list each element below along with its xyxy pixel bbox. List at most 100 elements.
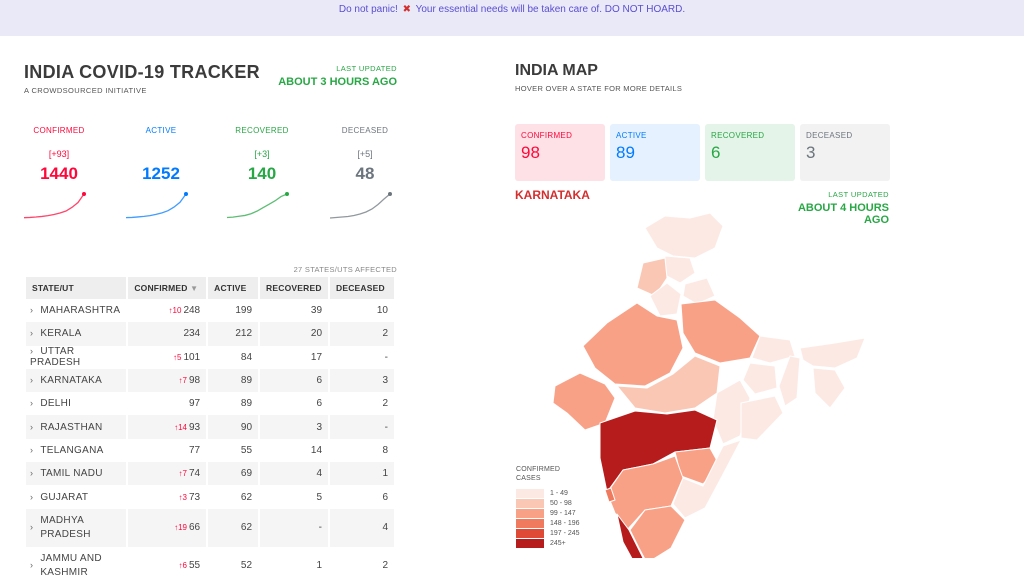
state-cell[interactable]: › TELANGANA — [30, 444, 104, 456]
table-row[interactable]: › TELANGANA 77 55 14 8 — [26, 439, 394, 462]
sparkline-endpoint — [285, 192, 289, 196]
table-row[interactable]: › RAJASTHAN ↑14 93 90 3- — [26, 415, 394, 439]
header-confirmed[interactable]: CONFIRMED ▼ — [128, 277, 207, 299]
table-row[interactable]: › KERALA 234 212 20 2 — [26, 322, 394, 346]
map-legend: CONFIRMED CASES 1 - 49 50 - 98 99 - 147 148… — [516, 465, 580, 548]
state-cell[interactable]: › KARNATAKA — [26, 368, 127, 393]
header-recovered[interactable]: RECOVERED — [260, 277, 329, 299]
state-rajasthan[interactable] — [582, 302, 684, 387]
chevron-right-icon[interactable]: › — [30, 522, 34, 533]
india-map[interactable] — [545, 208, 865, 558]
increase-delta: ↑5 — [172, 352, 182, 362]
state-jharkhand[interactable] — [742, 362, 778, 395]
state-madhya-pradesh[interactable] — [616, 355, 721, 414]
state-himachal[interactable] — [662, 255, 696, 284]
state-tamil-nadu[interactable] — [629, 505, 686, 558]
state-cell[interactable]: › DELHI — [30, 398, 72, 410]
sparkline-path — [24, 193, 85, 219]
state-cell[interactable]: › MAHARASHTRA — [30, 305, 121, 317]
active-cell: 212 — [208, 322, 259, 346]
chevron-right-icon[interactable]: › — [30, 346, 34, 357]
chevron-right-icon[interactable]: › — [30, 491, 34, 502]
map-box-label: RECOVERED — [711, 131, 765, 140]
page-title: INDIA COVID-19 TRACKER — [24, 62, 260, 82]
state-uttarakhand[interactable] — [682, 277, 716, 305]
chevron-right-icon[interactable]: › — [30, 398, 34, 409]
state-west-bengal[interactable] — [778, 355, 801, 407]
deceased-cell: 2 — [382, 398, 388, 410]
table-row[interactable]: › GUJARAT ↑3 73 62 5 6 — [26, 485, 394, 508]
legend-swatch — [516, 498, 544, 508]
map-title: INDIA MAP — [515, 62, 598, 79]
table-row[interactable]: › MAHARASHTRA ↑10 248 199 39 10 — [26, 299, 394, 322]
active-cell: 69 — [208, 462, 259, 486]
chevron-right-icon[interactable]: › — [30, 444, 34, 455]
state-cell[interactable]: ›MADHYA PRADESH — [26, 508, 127, 547]
table-row[interactable]: ›MADHYA PRADESH ↑19 66 62-4 — [26, 508, 394, 547]
increase-delta: ↑7 — [178, 469, 187, 479]
sparkline-deceased — [330, 192, 392, 219]
map-last-updated-label: LAST UPDATED — [828, 190, 889, 199]
last-updated-label: LAST UPDATED — [336, 64, 397, 73]
map-box-value: 3 — [806, 143, 816, 162]
chevron-right-icon[interactable]: › — [30, 328, 34, 339]
chevron-right-icon[interactable]: › — [30, 560, 34, 571]
map-box-label: DECEASED — [806, 131, 853, 140]
table-row[interactable]: › DELHI 97 89 6 2 — [26, 392, 394, 415]
legend-row: 50 - 98 — [516, 498, 580, 508]
header-deceased[interactable]: DECEASED — [330, 277, 394, 299]
state-kerala[interactable] — [616, 513, 644, 558]
state-cell[interactable]: ›JAMMU AND KASHMIR — [30, 552, 102, 578]
chevron-right-icon[interactable]: › — [30, 468, 34, 479]
state-andhra-pradesh[interactable] — [672, 439, 742, 519]
state-bihar[interactable] — [751, 335, 796, 364]
legend-swatch — [516, 538, 544, 548]
state-cell[interactable]: › TAMIL NADU — [26, 462, 127, 486]
header-state[interactable]: STATE/UT — [26, 277, 127, 299]
active-cell: 52 — [240, 560, 253, 572]
chevron-right-icon[interactable]: › — [30, 305, 34, 316]
state-uttar-pradesh[interactable] — [680, 299, 761, 364]
state-goa[interactable] — [604, 487, 616, 503]
active-cell: 89 — [208, 368, 259, 393]
state-haryana[interactable] — [649, 282, 682, 317]
active-cell: 199 — [235, 305, 253, 317]
table-row[interactable]: › KARNATAKA ↑7 98 89 6 3 — [26, 368, 394, 393]
confirmed-cell: ↑7 74 — [128, 462, 207, 486]
table-row[interactable]: › TAMIL NADU ↑7 74 69 4 1 — [26, 462, 394, 486]
state-cell[interactable]: › KERALA — [26, 322, 127, 346]
map-last-updated: LAST UPDATED ABOUT 4 HOURS AGO — [775, 190, 889, 226]
deceased-cell: 2 — [330, 322, 394, 346]
state-northeast[interactable] — [812, 367, 846, 409]
increase-delta: ↑10 — [168, 306, 182, 316]
state-cell[interactable]: › UTTAR PRADESH — [30, 346, 81, 369]
states-affected-count: 27 STATES/UTS AFFECTED — [293, 265, 397, 274]
state-cell[interactable]: › GUJARAT — [30, 491, 89, 503]
sparkline-confirmed — [24, 192, 86, 219]
stat-value: 1252 — [142, 164, 180, 183]
deceased-cell: 6 — [382, 491, 388, 503]
active-cell: 62 — [240, 491, 253, 503]
sparkline-endpoint — [184, 192, 188, 196]
header-active[interactable]: ACTIVE — [208, 277, 259, 299]
table-row[interactable]: › UTTAR PRADESH ↑5 101 84 17 - — [26, 346, 394, 369]
sort-down-icon: ▼ — [190, 284, 199, 293]
state-jammu-kashmir[interactable] — [644, 212, 724, 259]
banner-text-start: Do not panic! — [338, 4, 398, 15]
legend-row: 99 - 147 — [516, 508, 580, 518]
table-row[interactable]: ›JAMMU AND KASHMIR ↑6 55 52 1 2 — [26, 547, 394, 585]
state-cell[interactable]: › RAJASTHAN — [26, 415, 127, 439]
deceased-cell: - — [330, 415, 394, 439]
recovered-cell: 20 — [260, 322, 329, 346]
state-odisha[interactable] — [740, 395, 784, 441]
recovered-cell: 3 — [260, 415, 329, 439]
state-sikkim-assam[interactable] — [799, 337, 865, 369]
active-cell: 90 — [208, 415, 259, 439]
legend-swatch — [516, 508, 544, 518]
deceased-cell: 8 — [382, 444, 388, 456]
increase-delta: ↑6 — [178, 561, 187, 571]
stat-label: CONFIRMED — [33, 126, 85, 135]
stat-recovered: RECOVERED [+3] 140 — [217, 126, 307, 220]
chevron-right-icon[interactable]: › — [30, 421, 34, 432]
chevron-right-icon[interactable]: › — [30, 375, 34, 386]
